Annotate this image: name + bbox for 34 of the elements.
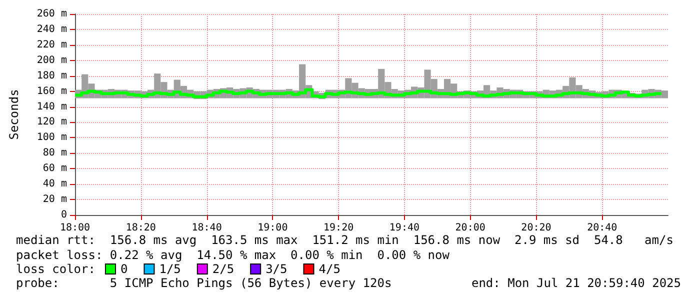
legend-title: loss color:: [16, 262, 96, 276]
y-tick-label: 240 m: [36, 24, 67, 35]
x-tick-label: 18:00: [60, 222, 90, 234]
legend-label: 1/5: [159, 262, 181, 276]
y-tick-label: 220 m: [36, 39, 67, 50]
x-tick-label: 20:40: [587, 222, 618, 234]
text: end: Mon Jul 21 20:59:40 2025: [471, 276, 681, 290]
x-tick-label: 20:00: [455, 222, 486, 234]
legend-label: 0: [120, 262, 128, 276]
text: packet loss: 0.22 % avg 14.50 % max 0.00 % min 0.00 % now: [16, 248, 450, 262]
x-tick-label: 19:00: [258, 222, 288, 234]
y-tick-label: 40 m: [42, 178, 67, 190]
legend-label: 4/5: [318, 262, 340, 276]
y-tick-label: 100 m: [36, 132, 67, 144]
x-tick-label: 18:40: [192, 222, 222, 234]
text: median rtt: 156.8 ms avg 163.5 ms max 151.2 ms min 156.8 ms now 2.9 ms sd 54.8 am/s: [16, 233, 674, 247]
y-tick-label: 200 m: [36, 54, 67, 66]
x-tick-label: 19:20: [324, 222, 354, 234]
y-tick-label: 140 m: [36, 101, 67, 112]
y-tick-label: 160 m: [36, 86, 67, 97]
y-tick-label: 20 m: [42, 194, 67, 206]
y-tick-label: 260 m: [36, 8, 67, 20]
x-tick-label: 19:40: [389, 222, 420, 234]
y-tick-label: 60 m: [42, 163, 67, 174]
y-axis-title: Seconds: [7, 89, 21, 140]
text: probe: 5 ICMP Echo Pings (56 Bytes) every 120s: [16, 276, 392, 290]
legend-label: 3/5: [266, 262, 288, 276]
y-tick-label: 180 m: [36, 70, 67, 82]
y-tick-label: 0: [60, 210, 67, 220]
y-tick-label: 120 m: [36, 116, 67, 128]
x-tick-label: 18:20: [126, 222, 156, 234]
x-tick-label: 20:20: [521, 222, 552, 234]
y-tick-label: 80 m: [42, 148, 67, 159]
legend-label: 2/5: [212, 262, 234, 276]
